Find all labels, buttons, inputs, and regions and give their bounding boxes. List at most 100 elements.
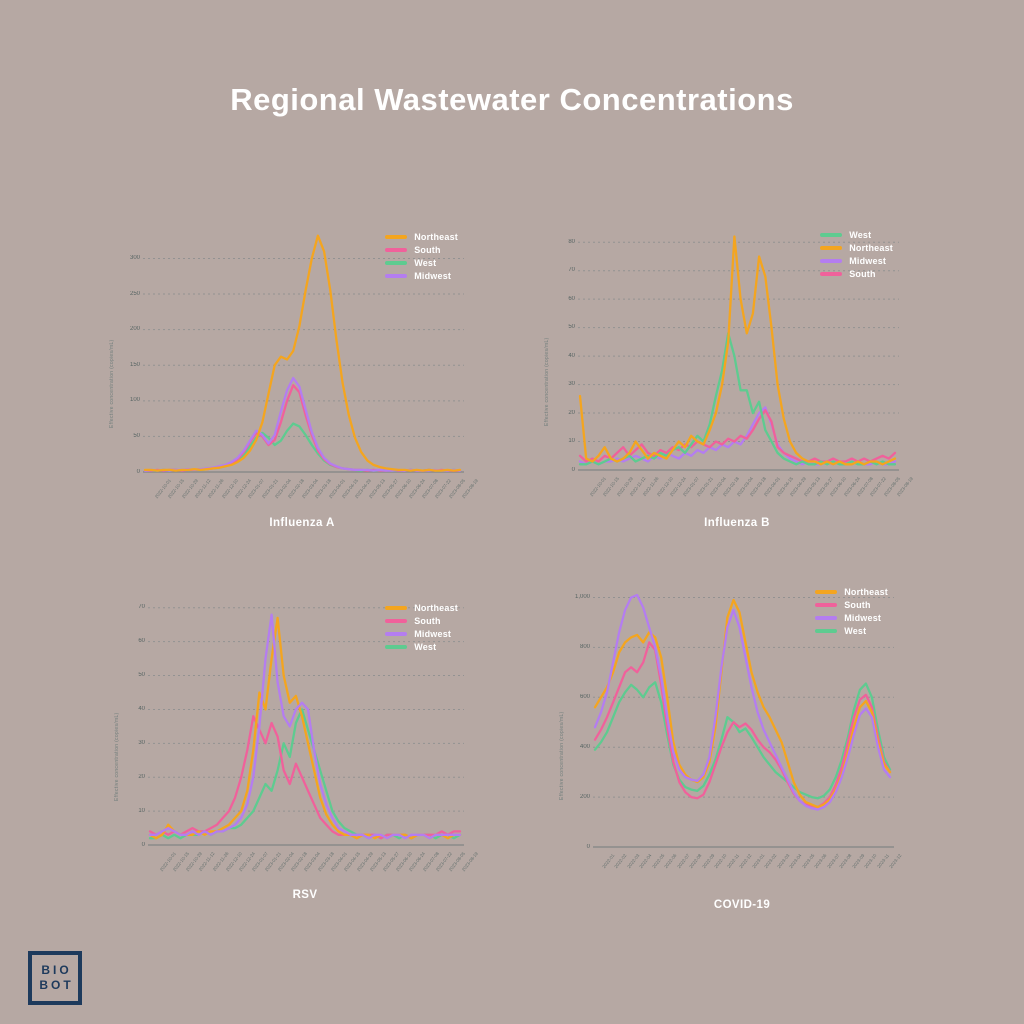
y-tick-label: 70 [138, 604, 145, 611]
x-tick-label: 2023-01 [751, 853, 766, 870]
series-line-west [143, 422, 462, 472]
legend-swatch [385, 606, 408, 610]
legend-label: Northeast [414, 603, 458, 613]
y-tick-label: 50 [568, 324, 575, 331]
legend-swatch [820, 246, 843, 250]
legend-label: West [414, 258, 437, 268]
series-line-south [593, 641, 892, 809]
series-line-midwest [148, 613, 462, 840]
y-tick-label: 30 [138, 739, 145, 746]
y-tick-label: 200 [129, 326, 140, 333]
legend-item-northeast: Northeast [385, 603, 458, 613]
y-tick-label: 10 [568, 438, 575, 445]
x-tick-label: 2023-07 [825, 853, 841, 870]
series-line-west [578, 332, 897, 466]
y-tick-label: 800 [579, 643, 590, 650]
y-tick-label: 0 [571, 466, 575, 473]
series-line-west [593, 681, 892, 800]
legend: West Northeast Midwest South [820, 230, 893, 279]
y-tick-label: 300 [129, 254, 140, 261]
legend-swatch [815, 590, 838, 594]
legend-label: Midwest [414, 271, 452, 281]
legend-item-south: South [815, 600, 888, 610]
plot-area [593, 593, 894, 848]
legend-swatch [815, 616, 838, 620]
legend-swatch [385, 235, 408, 239]
y-tick-label: 20 [568, 409, 575, 416]
legend-item-midwest: Midwest [820, 256, 893, 266]
series-line-south [578, 409, 897, 463]
y-axis-label: Effective concentration (copies/mL) [559, 711, 565, 800]
legend-label: West [414, 642, 437, 652]
legend-item-west: West [815, 626, 888, 636]
x-tick-label: 2022-09 [701, 853, 716, 870]
plot-area [148, 607, 464, 846]
y-tick-label: 150 [129, 361, 140, 368]
x-tick-label: 2023-09 [850, 853, 866, 870]
y-tick-label: 60 [138, 638, 145, 645]
biobot-logo-line2: BOT [39, 978, 74, 992]
y-tick-label: 50 [133, 432, 140, 439]
y-tick-label: 0 [136, 468, 140, 475]
plot-area [578, 235, 899, 471]
legend-swatch [820, 233, 843, 237]
y-tick-label: 10 [138, 807, 145, 814]
y-tick-label: 20 [138, 773, 145, 780]
chart-caption-covid-19: COVID-19 [713, 899, 771, 911]
legend-swatch [385, 632, 408, 636]
legend-label: South [414, 245, 441, 255]
legend-swatch [385, 261, 408, 265]
series-line-midwest [593, 593, 892, 811]
legend-label: South [849, 269, 876, 279]
legend-label: Midwest [849, 256, 887, 266]
y-tick-label: 30 [568, 381, 575, 388]
legend: Northeast South Midwest West [385, 603, 458, 652]
legend-item-west: West [385, 258, 458, 268]
legend-item-west: West [820, 230, 893, 240]
y-tick-label: 0 [586, 843, 590, 850]
x-tick-label: 2022-12 [738, 853, 753, 870]
x-tick-label: 2023-03 [776, 853, 791, 870]
legend-swatch [820, 259, 843, 263]
y-axis-label: Effective concentration (copies/mL) [114, 712, 120, 802]
legend-label: Northeast [844, 587, 888, 597]
legend: Northeast South Midwest West [815, 587, 888, 636]
series-line-northeast [578, 235, 897, 466]
y-axis-label: Effective concentration (copies/mL) [109, 339, 115, 429]
chart-caption-rsv: RSV [292, 889, 318, 901]
x-tick-label: 2022-11 [726, 853, 740, 869]
legend-swatch [385, 274, 408, 278]
y-tick-label: 60 [568, 295, 575, 302]
chart-caption-influenza-a: Influenza A [269, 517, 335, 529]
series-line-midwest [143, 376, 462, 472]
y-tick-label: 200 [579, 793, 590, 800]
legend-item-west: West [385, 642, 458, 652]
chart-rsv: Effective concentration (copies/mL) 70 60 5… [114, 601, 479, 872]
legend: Northeast South West Midwest [385, 232, 458, 281]
legend-item-northeast: Northeast [820, 243, 893, 253]
legend-item-midwest: Midwest [385, 629, 458, 639]
legend-label: West [844, 626, 867, 636]
legend-swatch [820, 272, 843, 276]
y-tick-label: 100 [129, 397, 140, 404]
legend-item-northeast: Northeast [815, 587, 888, 597]
y-tick-label: 250 [129, 290, 140, 297]
legend-label: Northeast [849, 243, 893, 253]
chart-caption-influenza-b: Influenza B [704, 517, 770, 529]
legend-swatch [385, 645, 408, 649]
y-tick-label: 400 [579, 743, 590, 750]
biobot-logo-line1: BIO [41, 963, 72, 977]
legend-swatch [815, 603, 838, 607]
legend-label: Northeast [414, 232, 458, 242]
legend-item-midwest: Midwest [385, 271, 458, 281]
legend-swatch [385, 619, 408, 623]
chart-influenza-a: Effective concentration (copies/mL) 300 25… [109, 230, 479, 499]
legend-item-south: South [820, 269, 893, 279]
legend-label: West [849, 230, 872, 240]
y-tick-label: 50 [138, 672, 145, 679]
y-tick-label: 40 [138, 705, 145, 712]
x-tick-label: 2022-07 [676, 853, 691, 870]
chart-influenza-b: Effective concentration (copies/mL) 80 70 6… [544, 228, 914, 497]
plot-area [143, 234, 464, 473]
legend-label: Midwest [414, 629, 452, 639]
